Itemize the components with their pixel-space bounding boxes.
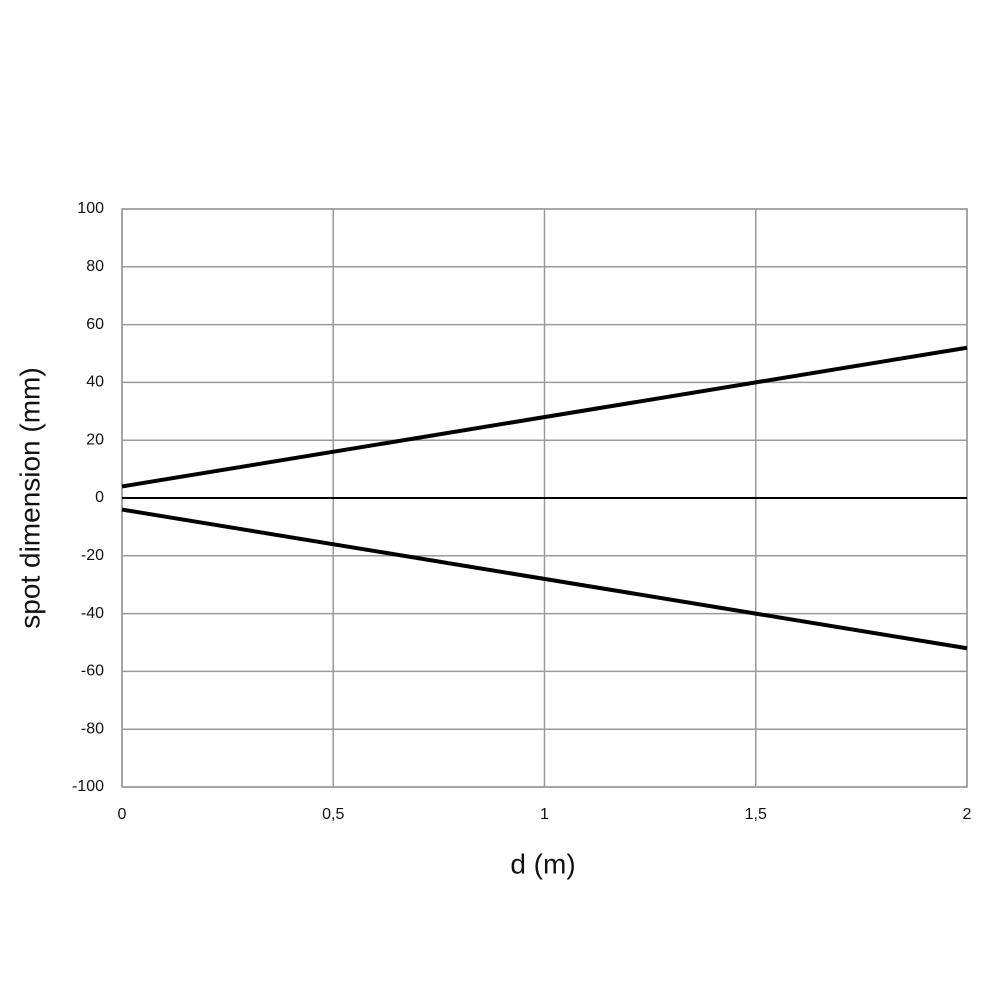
x-tick-label: 0,5	[322, 806, 344, 823]
y-tick-label: 0	[95, 489, 104, 506]
y-tick-label: -20	[81, 547, 104, 564]
series-line	[121, 345, 968, 489]
y-tick-label: -100	[72, 778, 104, 795]
y-axis-title: spot dimension (mm)	[14, 367, 45, 628]
y-tick-label: 20	[86, 431, 104, 448]
y-tick-label: 80	[86, 258, 104, 275]
x-axis-title: d (m)	[510, 848, 575, 879]
x-tick-label: 0	[118, 806, 127, 823]
y-tick-label: -60	[81, 663, 104, 680]
y-tick-label: 40	[86, 374, 104, 391]
y-tick-label: 100	[77, 200, 104, 217]
series-line	[121, 507, 968, 651]
y-tick-label: -40	[81, 605, 104, 622]
x-tick-label: 1,5	[745, 806, 767, 823]
y-tick-label: -80	[81, 720, 104, 737]
x-tick-label: 1	[540, 806, 549, 823]
x-tick-label: 2	[963, 806, 972, 823]
y-tick-label: 60	[86, 316, 104, 333]
